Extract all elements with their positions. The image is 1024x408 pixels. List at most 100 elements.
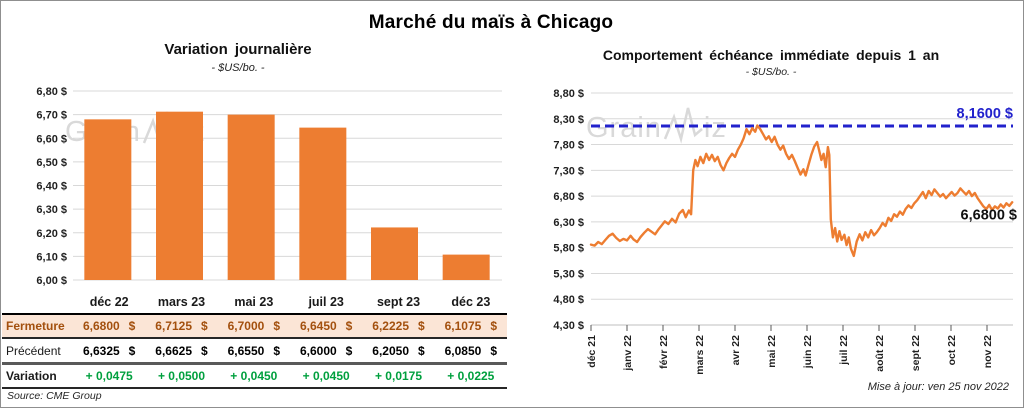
- bar-juil-23: [299, 127, 347, 281]
- line-y-tick-label: 4,30 $: [553, 320, 584, 332]
- cell-variation-mai-23: + 0,0450: [218, 369, 290, 383]
- watermark-text: iz: [703, 112, 727, 144]
- bar-chart-subtitle: - $US/bo. -: [211, 62, 265, 74]
- cell-value: 6,0850: [444, 343, 482, 358]
- row-label-precedent: Précédent: [6, 343, 61, 358]
- x-tick-label-mai-22: mai 22: [766, 335, 778, 368]
- update-note: Mise à jour: ven 25 nov 2022: [867, 381, 1009, 393]
- daily-variation-bar-chart: 6,80 $ 6,70 $ 6,60 $ 6,50 $ 6,40 $ 6,30 $ 6,20…: [36, 86, 502, 287]
- cell-fermeture-dec-23: 6,1075 $: [435, 319, 507, 333]
- high-reference-label: 8,1600 $: [957, 106, 1013, 122]
- currency-symbol: $: [273, 343, 281, 358]
- cell-value: + 0,0175: [374, 369, 423, 383]
- bar-chart-title: Variation journalière: [164, 41, 312, 58]
- currency-symbol: $: [273, 319, 281, 333]
- cell-value: 6,7000: [227, 319, 265, 333]
- cell-fermeture-dec-22: 6,6800 $: [73, 319, 145, 333]
- table-header-mai-23: mai 23: [234, 295, 274, 309]
- line-y-tick-label: 8,80 $: [553, 88, 584, 100]
- cell-precedent-mai-23: 6,6550 $: [218, 344, 290, 358]
- bar-y-tick-label: 6,70 $: [36, 110, 67, 122]
- zigzag-watermark-icon: [663, 107, 703, 144]
- bar-y-tick-label: 6,20 $: [36, 228, 67, 240]
- cell-fermeture-sept-23: 6,2225 $: [362, 319, 434, 333]
- cell-value: 6,6550: [227, 343, 265, 358]
- line-chart-subtitle: - $US/bo. -: [745, 66, 797, 78]
- currency-symbol: $: [418, 343, 425, 358]
- x-tick-label-juin-22: juin 22: [802, 335, 814, 369]
- cell-value: + 0,0225: [447, 369, 495, 383]
- bar-sept-23: [371, 227, 418, 280]
- table-header-sept-23: sept 23: [376, 295, 421, 309]
- cell-variation-mars-23: + 0,0500: [145, 369, 217, 383]
- currency-symbol: $: [345, 343, 353, 358]
- cell-value: 6,2225: [372, 319, 409, 333]
- cell-value: + 0,0450: [302, 369, 350, 383]
- line-y-tick-label: 7,80 $: [553, 140, 584, 152]
- cell-value: 6,6000: [299, 343, 337, 358]
- x-tick-label-sept-22: sept 22: [910, 335, 922, 371]
- x-tick-label-aout-22: août 22: [874, 335, 886, 372]
- cell-value: 6,1075: [444, 319, 482, 333]
- line-y-tick-label: 5,80 $: [553, 243, 584, 255]
- bar-y-tick-label: 6,30 $: [36, 204, 67, 216]
- bar-y-tick-label: 6,40 $: [36, 181, 67, 193]
- cell-precedent-sept-23: 6,2050 $: [362, 344, 434, 358]
- cell-value: + 0,0500: [157, 369, 206, 383]
- cell-value: 6,6800: [82, 319, 120, 333]
- bar-mars-23: [156, 111, 203, 280]
- table-row-variation: Variation + 0,0475 + 0,0500 + 0,0450 + 0,045…: [2, 365, 507, 389]
- cell-value: 6,6450: [299, 319, 337, 333]
- bar-y-tick-label: 6,80 $: [36, 86, 67, 98]
- table-header-dec-23: déc 23: [451, 295, 491, 309]
- line-chart-title: Comportement échéance immédiate depuis 1…: [602, 47, 940, 63]
- table-header-mars-23: mars 23: [157, 295, 206, 309]
- currency-symbol: $: [418, 319, 425, 333]
- table-row-precedent: Précédent 6,6325 $6,6625 $6,6550 $6,6000 $6,2…: [2, 339, 507, 365]
- currency-symbol: $: [345, 319, 353, 333]
- cell-value: 6,6625: [155, 343, 192, 358]
- table-row-fermeture: Fermeture 6,6800 $6,7125 $ 6,7000 $6,6450 $6,2…: [2, 315, 507, 339]
- last-value-label: 6,6800 $: [961, 207, 1017, 223]
- currency-symbol: $: [201, 343, 208, 358]
- x-tick-label-fevr-22: févr 22: [658, 335, 670, 369]
- cell-precedent-mars-23: 6,6625 $: [145, 344, 217, 358]
- cell-fermeture-juil-23: 6,6450 $: [290, 319, 362, 333]
- cell-variation-sept-23: + 0,0175: [362, 369, 434, 383]
- row-label-variation: Variation: [6, 369, 57, 383]
- x-tick-label-avr-22: avr 22: [730, 335, 742, 366]
- line-y-tick-label: 7,30 $: [553, 165, 584, 177]
- cell-value: + 0,0475: [85, 369, 133, 383]
- page-title: Marché du maïs à Chicago: [368, 12, 614, 33]
- cell-fermeture-mai-23: 6,7000 $: [218, 319, 290, 333]
- bar-y-tick-label: 6,10 $: [36, 251, 67, 263]
- bar-dec-23: [442, 254, 490, 280]
- currency-symbol: $: [490, 319, 498, 333]
- price-table: déc 22 mars 23 mai 23 juil 23 sept 23 déc 23 …: [2, 291, 507, 389]
- bar-dec-22: [84, 119, 132, 280]
- cell-variation-juil-23: + 0,0450: [290, 369, 362, 383]
- currency-symbol: $: [128, 319, 136, 333]
- table-header-juil-23: juil 23: [308, 295, 344, 309]
- table-header-row: déc 22 mars 23 mai 23 juil 23 sept 23 déc 23: [2, 291, 507, 315]
- grainwiz-watermark: Grain iz: [586, 105, 727, 145]
- source-note: Source: CME Group: [7, 390, 102, 402]
- x-tick-label-juil-22: juil 22: [838, 335, 850, 366]
- cell-value: 6,2050: [372, 343, 409, 358]
- bar-y-tick-label: 6,00 $: [36, 275, 67, 287]
- cell-variation-dec-23: + 0,0225: [435, 369, 507, 383]
- cell-variation-dec-22: + 0,0475: [73, 369, 145, 383]
- row-label-fermeture: Fermeture: [6, 319, 65, 333]
- cell-precedent-juil-23: 6,6000 $: [290, 344, 362, 358]
- cell-value: + 0,0450: [230, 369, 278, 383]
- currency-symbol: $: [490, 343, 498, 358]
- x-tick-label-mars-22: mars 22: [694, 335, 706, 375]
- x-tick-label-oct-22: oct 22: [946, 335, 958, 366]
- currency-symbol: $: [128, 343, 136, 358]
- currency-symbol: $: [201, 319, 208, 333]
- cell-fermeture-mars-23: 6,7125 $: [145, 319, 217, 333]
- x-tick-label-janv-22: janv 22: [622, 335, 634, 372]
- watermark-text: Grain: [586, 112, 662, 144]
- front-month-line-chart: 8,80 $ 8,30 $ 7,80 $ 7,30 $ 6,80 $ 6,30 $ 5,80…: [553, 88, 1017, 375]
